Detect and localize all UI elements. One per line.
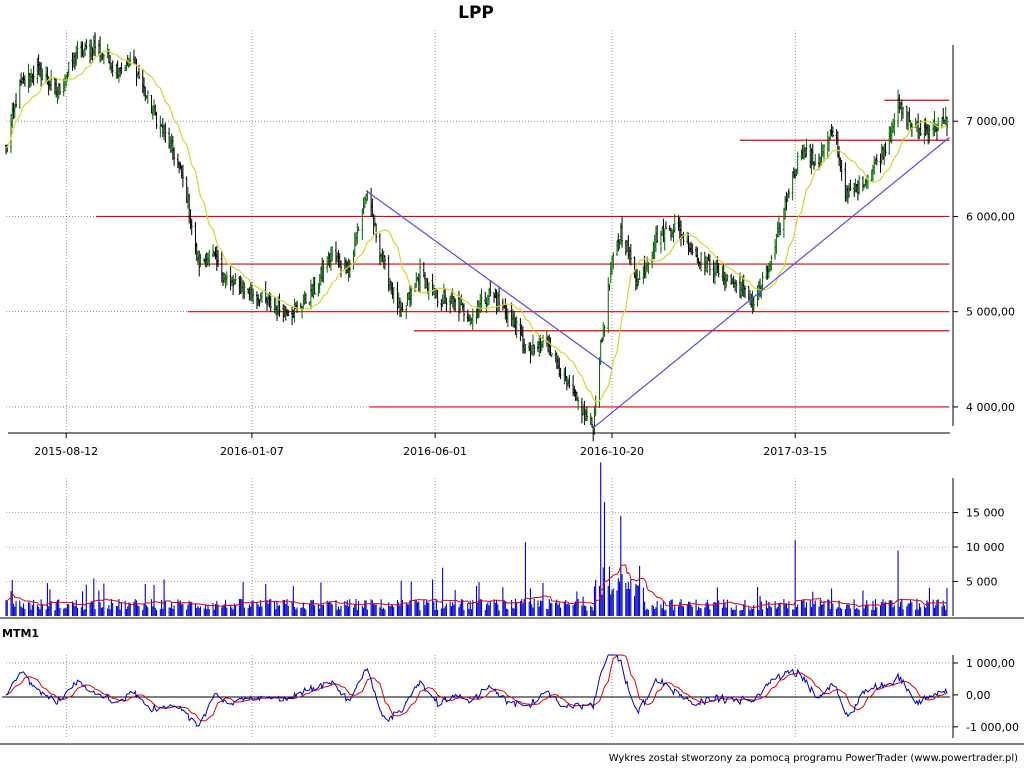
date-tick-label-0: 2015-08-12 bbox=[34, 445, 98, 458]
chart-title: LPP bbox=[458, 3, 494, 23]
date-tick-label-2: 2016-06-01 bbox=[403, 445, 467, 458]
trend-line-1 bbox=[592, 136, 950, 429]
mtm-label: MTM1 bbox=[2, 627, 39, 640]
price-candles bbox=[5, 32, 948, 442]
footer-credit: Wykres został stworzony za pomocą progra… bbox=[609, 753, 1018, 764]
volume-ytick-label-1: 10 000 bbox=[966, 541, 1005, 554]
volume-y-axis-ticks: 5 000 10 000 15 000 bbox=[953, 507, 1005, 589]
price-ytick-label-2: 6 000,00 bbox=[966, 210, 1015, 223]
mtm-ytick-label-0: 1 000,00 bbox=[966, 657, 1015, 670]
date-axis-ticks: 2015-08-12 2016-01-07 2016-06-01 2016-10-20… bbox=[34, 433, 827, 458]
price-y-axis-ticks: 4 000,00 5 000,00 6 000,00 7 000,00 bbox=[953, 115, 1015, 414]
price-ytick-label-3: 7 000,00 bbox=[966, 115, 1015, 128]
date-tick-label-1: 2016-01-07 bbox=[220, 445, 284, 458]
volume-ytick-label-2: 15 000 bbox=[966, 507, 1005, 520]
price-moving-average bbox=[5, 50, 948, 403]
price-ytick-label-1: 5 000,00 bbox=[966, 306, 1015, 319]
mtm-ytick-label-2: -1 000,00 bbox=[966, 721, 1019, 734]
trend-lines bbox=[365, 136, 950, 429]
volume-bars bbox=[5, 462, 948, 616]
date-tick-label-3: 2016-10-20 bbox=[580, 445, 644, 458]
date-tick-label-4: 2017-03-15 bbox=[763, 445, 827, 458]
trend-line-0 bbox=[365, 190, 613, 370]
mtm-grid bbox=[6, 655, 950, 738]
price-ytick-label-0: 4 000,00 bbox=[966, 401, 1015, 414]
mtm-line bbox=[5, 654, 948, 727]
volume-ytick-label-0: 5 000 bbox=[966, 576, 998, 589]
mtm-y-axis-ticks: 1 000,00 0,00 -1 000,00 bbox=[953, 657, 1019, 734]
mtm-ytick-label-1: 0,00 bbox=[966, 689, 991, 702]
volume-moving-average bbox=[5, 564, 948, 609]
